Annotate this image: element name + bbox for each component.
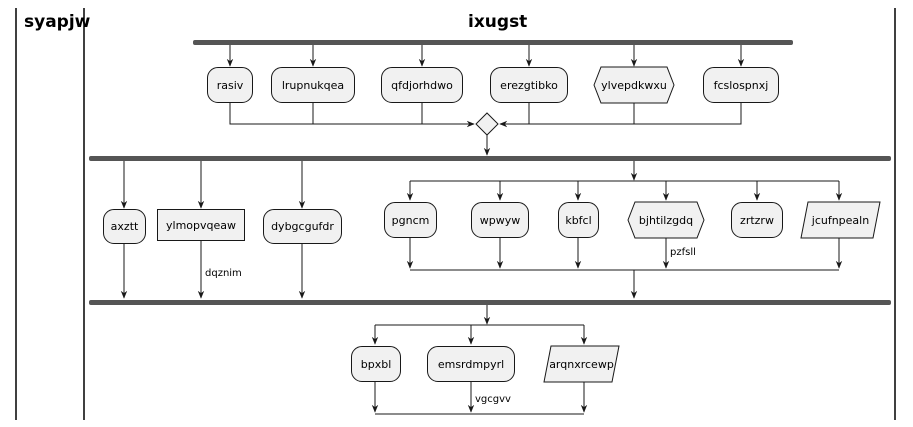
activity-fcslospnxj: fcslospnxj — [703, 67, 779, 103]
merge-diamond — [475, 112, 499, 136]
stage2-connectors — [120, 161, 843, 299]
stage3-connectors — [371, 305, 588, 415]
activity-emsrdmpyrl: emsrdmpyrl — [427, 346, 515, 382]
join-bar-lower — [89, 300, 891, 305]
fork-bar-middle — [89, 156, 891, 161]
activity-ylmopvqeaw: ylmopvqeaw — [157, 209, 245, 241]
activity-erezgtibko: erezgtibko — [490, 67, 568, 103]
arqnxrcewp-shape — [543, 345, 620, 383]
activity-wpwyw: wpwyw — [471, 202, 529, 238]
activity-bpxbl: bpxbl — [351, 346, 401, 382]
bjhtilzgdq-shape — [627, 201, 705, 239]
activity-arqnxrcewp-label: arqnxrcewp — [549, 357, 614, 371]
edge-label-dqznim: dqznim — [205, 268, 242, 279]
edge-label-vgcgvv: vgcgvv — [475, 394, 511, 405]
swimlane-title-syapjw: syapjw — [24, 12, 91, 32]
activity-axztt: axztt — [103, 209, 146, 244]
activity-dybgcgufdr: dybgcgufdr — [263, 209, 342, 244]
activity-zrtzrw: zrtzrw — [731, 202, 783, 238]
activity-jcufnpealn: jcufnpealn — [801, 202, 880, 238]
swimlane-title-ixugst: ixugst — [468, 12, 528, 32]
activity-arqnxrcewp: arqnxrcewp — [544, 346, 619, 382]
edge-label-pzfsll: pzfsll — [670, 247, 696, 258]
jcufnpealn-shape — [800, 201, 881, 239]
activity-qfdjorhdwo: qfdjorhdwo — [381, 67, 463, 103]
activity-kbfcl: kbfcl — [558, 202, 599, 238]
activity-rasiv: rasiv — [207, 67, 253, 103]
ylvepdkwxu-shape — [593, 66, 675, 104]
activity-ylvepdkwxu-label: ylvepdkwxu — [601, 78, 667, 92]
activity-jcufnpealn-label: jcufnpealn — [811, 213, 870, 227]
activity-ylvepdkwxu: ylvepdkwxu — [594, 67, 674, 103]
stage1-connectors — [226, 45, 745, 156]
activity-lrupnukqea: lrupnukqea — [271, 67, 355, 103]
activity-bjhtilzgdq: bjhtilzgdq — [628, 202, 704, 238]
activity-pgncm: pgncm — [384, 202, 437, 238]
activity-bjhtilzgdq-label: bjhtilzgdq — [638, 213, 694, 227]
fork-bar-top — [193, 40, 793, 45]
